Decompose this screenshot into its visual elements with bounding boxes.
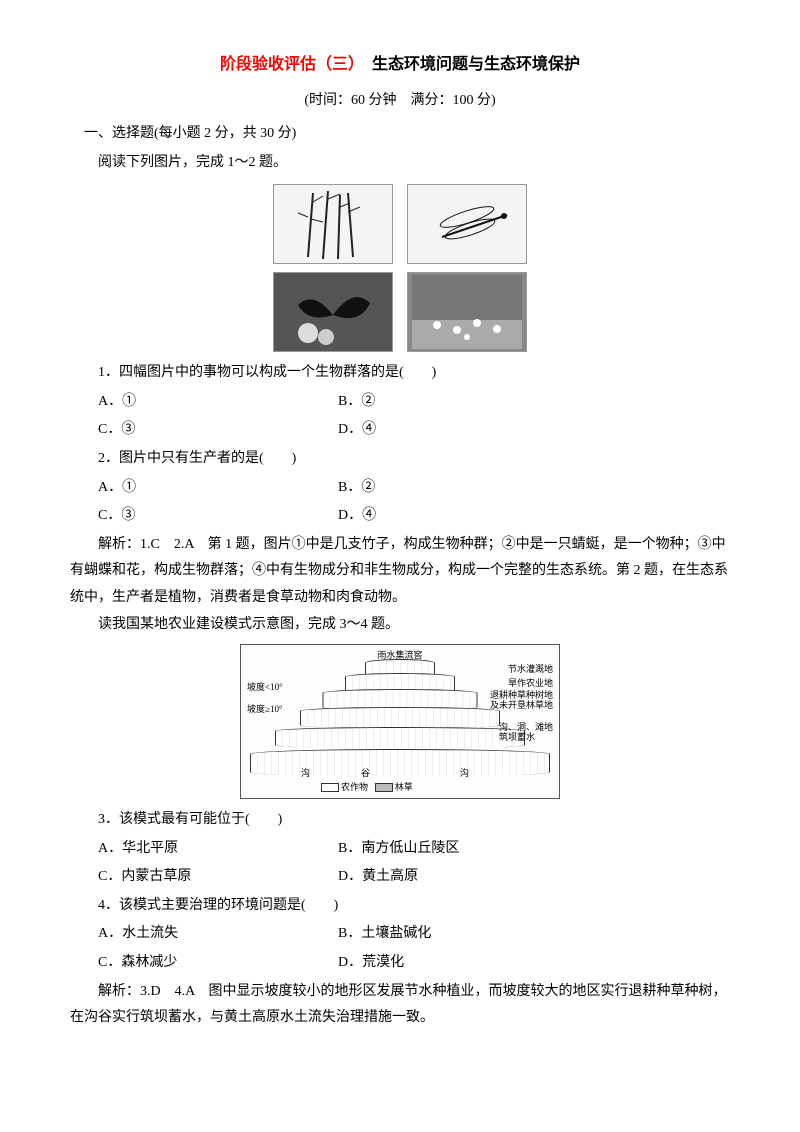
analysis-3-4: 解析：3.D 4.A 图中显示坡度较小的地形区发展节水种植业，而坡度较大的地区实… <box>70 979 730 1032</box>
legend-crop-icon <box>321 783 339 792</box>
q1-opts-row2: C．③ D．④ <box>98 417 730 444</box>
q1-opts-row1: A．① B．② <box>98 389 730 416</box>
q4-opt-c: C．森林减少 <box>98 950 338 977</box>
q2-opt-a: A．① <box>98 475 338 502</box>
diag-b-right: 沟 <box>460 765 469 782</box>
q3-opt-c: C．内蒙古草原 <box>98 864 338 891</box>
intro-2: 读我国某地农业建设模式示意图，完成 3～4 题。 <box>70 612 730 639</box>
bamboo-icon <box>278 187 388 261</box>
q2-stem: 2．图片中只有生产者的是( ) <box>70 446 730 473</box>
q3-opt-d: D．黄土高原 <box>338 864 730 891</box>
title-black-part: 生态环境问题与生态环境保护 <box>356 56 580 73</box>
q4-opts-row2: C．森林减少 D．荒漠化 <box>98 950 730 977</box>
analysis-1-2: 解析：1.C 2.A 第 1 题，图片①中是几支竹子，构成生物种群；②中是一只蜻… <box>70 532 730 612</box>
title-red-part: 阶段验收评估（三） <box>220 56 356 73</box>
q2-opt-d: D．④ <box>338 503 730 530</box>
butterfly-icon <box>278 275 388 349</box>
diag-l1: 坡度<10° <box>247 679 283 696</box>
section-1-heading: 一、选择题(每小题 2 分，共 30 分) <box>70 121 730 148</box>
q3-opts-row2: C．内蒙古草原 D．黄土高原 <box>98 864 730 891</box>
legend-grass-icon <box>375 783 393 792</box>
q4-opt-d: D．荒漠化 <box>338 950 730 977</box>
q1-stem: 1．四幅图片中的事物可以构成一个生物群落的是( ) <box>70 360 730 387</box>
image-2-dragonfly <box>407 184 527 264</box>
image-3-butterfly <box>273 272 393 352</box>
q2-opts-row2: C．③ D．④ <box>98 503 730 530</box>
diagram-legend: 农作物 林草 <box>321 779 413 796</box>
q4-opts-row1: A．水土流失 B．土壤盐碱化 <box>98 921 730 948</box>
q3-opt-a: A．华北平原 <box>98 836 338 863</box>
q4-opt-a: A．水土流失 <box>98 921 338 948</box>
q1-opt-c: C．③ <box>98 417 338 444</box>
q4-opt-b: B．土壤盐碱化 <box>338 921 730 948</box>
subtitle: (时间：60 分钟 满分：100 分) <box>70 88 730 115</box>
diag-r3: 退耕种草种树地及未开垦林草地 <box>490 691 553 711</box>
wetland-icon <box>412 275 522 349</box>
agriculture-diagram: 雨水集流窖 节水灌溉地 旱作农业地 退耕种草种树地及未开垦林草地 沟、洞、滩地筑… <box>240 644 560 799</box>
q4-stem: 4．该模式主要治理的环境问题是( ) <box>70 893 730 920</box>
q2-opt-b: B．② <box>338 475 730 502</box>
q2-opts-row1: A．① B．② <box>98 475 730 502</box>
image-row-1 <box>70 184 730 264</box>
terrace-5 <box>275 727 525 749</box>
q1-opt-d: D．④ <box>338 417 730 444</box>
q3-opts-row1: A．华北平原 B．南方低山丘陵区 <box>98 836 730 863</box>
legend-crop: 农作物 <box>341 782 368 792</box>
terrace-6 <box>250 749 550 777</box>
intro-1: 阅读下列图片，完成 1～2 题。 <box>70 150 730 177</box>
dragonfly-icon <box>412 187 522 261</box>
q1-opt-a: A．① <box>98 389 338 416</box>
image-4-wetland <box>407 272 527 352</box>
image-1-bamboo <box>273 184 393 264</box>
terrace-4 <box>300 707 500 729</box>
q2-opt-c: C．③ <box>98 503 338 530</box>
legend-grass: 林草 <box>395 782 413 792</box>
q3-stem: 3．该模式最有可能位于( ) <box>70 807 730 834</box>
diag-l2: 坡度≥10° <box>247 701 283 718</box>
q1-opt-b: B．② <box>338 389 730 416</box>
diag-b-left: 沟 <box>301 765 310 782</box>
page-title: 阶段验收评估（三） 生态环境问题与生态环境保护 <box>70 50 730 80</box>
image-row-2 <box>70 272 730 352</box>
diag-r4: 沟、洞、滩地筑坝蓄水 <box>499 723 553 743</box>
q3-opt-b: B．南方低山丘陵区 <box>338 836 730 863</box>
